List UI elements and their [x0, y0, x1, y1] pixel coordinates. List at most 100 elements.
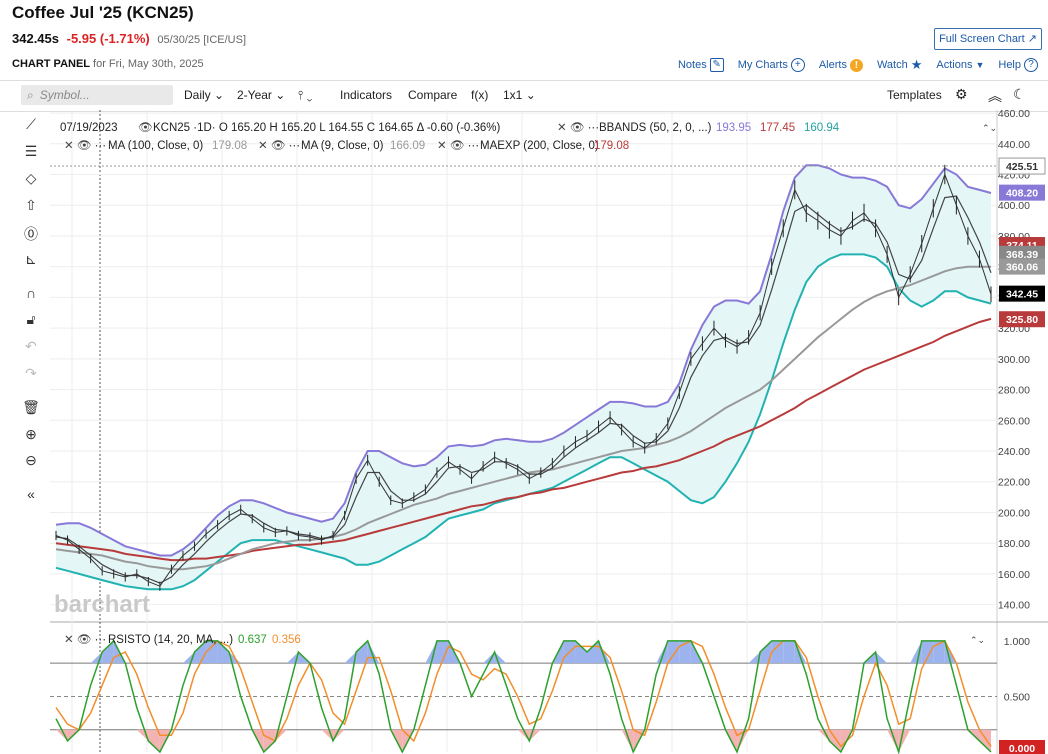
- close-icon[interactable]: ✕ 👁︎ ⋯: [557, 122, 599, 134]
- zoom-in-icon[interactable]: ⊕: [25, 426, 37, 442]
- close-icon[interactable]: ✕ 👁︎ ⋯: [437, 140, 479, 152]
- candle-icon: ⫯: [298, 88, 304, 102]
- legend-bbands-upper: 193.95: [716, 122, 751, 134]
- chevron-down-icon: ⌄: [214, 88, 225, 102]
- rsi-overbought-fill: [356, 640, 368, 664]
- legend-date: 07/19/2023: [60, 122, 118, 134]
- collapse-legend-icon[interactable]: ⌃⌄: [970, 635, 985, 645]
- dark-mode-icon[interactable]: ☾: [1013, 86, 1026, 102]
- indicators-button[interactable]: Indicators: [340, 88, 393, 102]
- help-label: Help: [998, 59, 1021, 71]
- chart-panel-label: CHART PANEL for Fri, May 30th, 2025: [12, 58, 204, 70]
- last-price: 342.45s: [12, 31, 59, 46]
- rsi-last-label: 0.000: [1009, 743, 1035, 754]
- rsi-overbought-fill: [483, 652, 495, 664]
- alert-icon: !: [849, 58, 863, 72]
- price-label: 368.39: [1006, 249, 1038, 261]
- price-label-bg: [999, 184, 1045, 201]
- close-icon[interactable]: ✕ 👁︎ ⋯: [64, 140, 106, 152]
- range-label: 2-Year: [237, 88, 272, 102]
- rsi-overbought-fill: [783, 640, 795, 664]
- alerts-label: Alerts: [818, 59, 847, 71]
- y-tick-label: 140.00: [998, 600, 1030, 612]
- range-dropdown[interactable]: 2-Year ⌄: [237, 88, 285, 102]
- shape-icon[interactable]: ◇: [25, 170, 37, 186]
- y-tick-label: 460.00: [998, 108, 1030, 120]
- y-tick-label: 200.00: [998, 507, 1030, 519]
- rsi-oversold-fill: [737, 729, 749, 752]
- legend-ma9-value: 166.09: [390, 140, 425, 152]
- bar-type-dropdown[interactable]: ⫯ ⌄: [298, 88, 312, 103]
- action-links: Notes ✎ My Charts + Alerts! Watch ★ Actions…: [664, 57, 1038, 73]
- legend-rsi-d: 0.356: [272, 634, 301, 646]
- price-label-bg: [999, 258, 1045, 275]
- rsi-overbought-fill: [933, 640, 945, 664]
- star-icon: ★: [910, 57, 923, 72]
- templates-button[interactable]: Templates: [887, 88, 942, 102]
- legend-bbands-mid: 177.45: [760, 122, 795, 134]
- legend-rsi-k: 0.637: [238, 634, 267, 646]
- close-icon[interactable]: ✕ 👁︎ ⋯: [64, 634, 106, 646]
- symbol-placeholder: Symbol...: [39, 88, 90, 102]
- interval-dropdown[interactable]: Daily ⌄: [184, 88, 224, 102]
- legend-bbands-lower: 160.94: [804, 122, 840, 134]
- collapse-left-icon[interactable]: «: [27, 486, 35, 502]
- legend-ma100-value: 179.08: [212, 140, 247, 152]
- panel-title: CHART PANEL: [12, 58, 91, 70]
- fx-button[interactable]: f(x): [471, 88, 489, 102]
- rsi-oversold-fill: [817, 729, 830, 741]
- rsi-overbought-fill: [436, 640, 449, 664]
- symbol-search-input[interactable]: ⌕ Symbol...: [21, 85, 173, 105]
- trash-icon[interactable]: 🗑︎: [22, 399, 40, 415]
- rsi-oversold-fill: [887, 729, 899, 752]
- rsi-overbought-fill: [425, 640, 437, 664]
- settings-icon[interactable]: ⚙: [955, 86, 968, 102]
- collapse-icon[interactable]: ︽: [988, 88, 1002, 104]
- trendline-icon[interactable]: ⟋: [26, 116, 36, 132]
- redo-icon[interactable]: ↷: [25, 365, 37, 381]
- rsi-overbought-fill: [217, 640, 230, 664]
- undo-icon[interactable]: ↶: [25, 338, 37, 354]
- layout-dropdown[interactable]: 1x1 ⌄: [503, 88, 536, 102]
- arrow-up-icon[interactable]: ⇧: [25, 197, 37, 213]
- chart-series: [50, 164, 997, 591]
- full-screen-chart-button[interactable]: Full Screen Chart ↗: [934, 28, 1042, 50]
- edit-icon: ✎: [709, 58, 724, 72]
- y-tick-label: 260.00: [998, 415, 1030, 427]
- fibonacci-icon[interactable]: ☰: [24, 143, 38, 159]
- y-tick-label: 440.00: [998, 139, 1030, 151]
- rsi-d-line: [55, 639, 992, 748]
- rsi-overbought-fill: [344, 652, 357, 664]
- legend-bbands-label: BBANDS (50, 2, 0, ...): [599, 122, 712, 134]
- alerts-link[interactable]: Alerts!: [819, 57, 863, 73]
- my-charts-link[interactable]: My Charts +: [738, 57, 805, 73]
- rsi-pane: 1.000 0.500 0.000: [50, 636, 1045, 754]
- y-tick-label: 220.00: [998, 477, 1030, 489]
- measure-icon[interactable]: ⊾: [25, 251, 37, 267]
- text-icon[interactable]: ⓪: [24, 226, 38, 242]
- collapse-legend-icon[interactable]: ⌃⌄: [982, 123, 997, 133]
- rsi-overbought-fill: [875, 652, 888, 664]
- rsi-overbought-fill: [748, 652, 761, 664]
- rsi-overbought-fill: [102, 640, 114, 664]
- rsi-overbought-fill: [921, 640, 934, 664]
- watch-link[interactable]: Watch ★: [877, 57, 922, 73]
- notes-link[interactable]: Notes ✎: [678, 57, 724, 73]
- eye-icon[interactable]: 👁︎: [138, 122, 153, 134]
- rsi-oversold-fill: [263, 729, 276, 752]
- price-label: 342.45: [1006, 289, 1038, 301]
- legend-maexp-label: MAEXP (200, Close, 0): [480, 140, 599, 152]
- zoom-out-icon[interactable]: ⊖: [25, 452, 37, 468]
- compare-button[interactable]: Compare: [408, 88, 458, 102]
- magnet-icon[interactable]: ∩: [25, 285, 37, 301]
- help-link[interactable]: Help?: [998, 57, 1038, 73]
- rsi-overbought-fill: [794, 640, 807, 664]
- close-icon[interactable]: ✕ 👁︎ ⋯: [258, 140, 300, 152]
- layout-label: 1x1: [503, 88, 523, 102]
- price-label: 360.06: [1006, 262, 1038, 274]
- actions-menu[interactable]: Actions ▼: [936, 57, 984, 73]
- unlock-icon[interactable]: 🔓︎: [26, 311, 36, 327]
- full-screen-label: Full Screen Chart: [939, 33, 1025, 45]
- rsi-oversold-fill: [333, 729, 345, 741]
